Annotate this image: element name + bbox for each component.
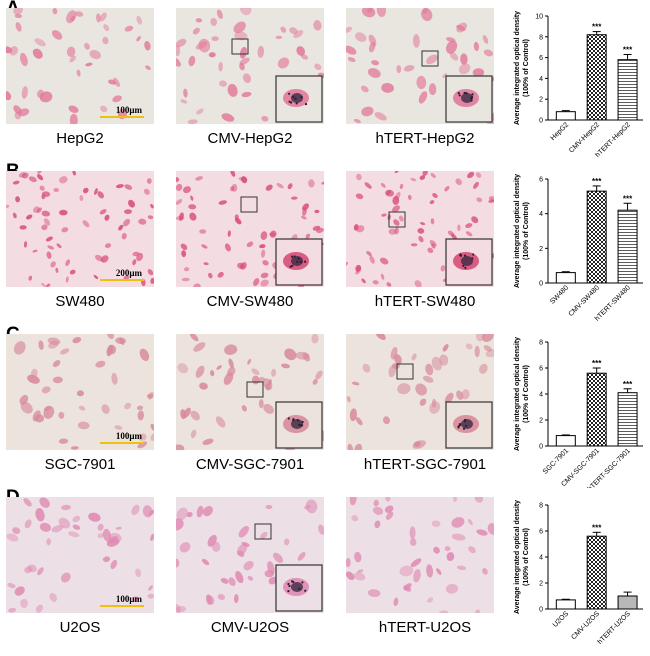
y-axis-label-units: (100% of Control) [523,365,530,423]
bar-2 [586,34,607,121]
y-tick-label: 0 [539,607,543,614]
micrograph-caption: CMV-SW480 [206,293,294,310]
bar-2 [586,535,607,610]
panel-c: C100μmSGC-7901CMV-SGC-7901hTERT-SGC-7901… [0,324,650,493]
scale-bar [100,442,144,444]
y-tick-label: 10 [535,14,543,21]
x-tick-label: CMV-U2OS [570,610,601,641]
y-tick-label: 0 [539,281,543,288]
y-axis-label: Average integrated optical density [514,337,521,451]
significance-marker: *** [592,23,602,32]
scale-bar-label: 100μm [115,431,142,441]
micrograph-image: 100μm [6,497,154,613]
micrograph-image: 200μm [6,171,154,287]
y-tick-label: 4 [539,392,543,399]
micrograph-image [176,497,324,613]
micrograph-image [176,171,324,287]
micrograph-image [346,497,494,613]
scale-bar-label: 100μm [115,105,142,115]
micrograph-image [346,334,494,450]
y-tick-label: 4 [539,211,543,218]
y-tick-label: 6 [539,366,543,373]
y-tick-label: 8 [539,503,543,510]
bar-chart: Average integrated optical density (100% … [505,491,650,651]
y-tick-label: 2 [539,581,543,588]
micrograph-caption: hTERT-SGC-7901 [363,456,487,473]
bar-3 [617,59,638,121]
significance-marker: *** [592,523,602,532]
micrograph-caption: HepG2 [56,130,104,147]
y-tick-label: 2 [539,418,543,425]
y-tick-label: 0 [539,444,543,451]
significance-marker: *** [623,45,633,54]
bar-2 [586,372,607,447]
bar-chart: Average integrated optical density (100% … [505,328,650,493]
micrograph-image: 100μm [6,8,154,124]
micrograph-image: 100μm [6,334,154,450]
bar-1 [555,111,576,121]
micrograph-image [176,334,324,450]
micrograph-image [346,8,494,124]
x-tick-label: hTERT-U2OS [597,610,633,646]
micrograph-image [176,8,324,124]
bar-2 [586,190,607,284]
bar-chart: Average integrated optical density (100% … [505,165,650,325]
micrograph-image [346,171,494,287]
micrograph-caption: U2OS [59,619,101,636]
micrograph-caption: SW480 [55,293,105,310]
bar-1 [555,272,576,284]
bar-chart: Average integrated optical density (100% … [505,2,650,162]
scale-bar-label: 100μm [115,594,142,604]
x-tick-label: CMV-SW480 [568,284,602,318]
x-tick-label: SW480 [549,284,570,305]
bar-1 [555,435,576,447]
micrograph-caption: SGC-7901 [44,456,116,473]
y-tick-label: 6 [539,55,543,62]
significance-marker: *** [592,177,602,186]
y-axis-label: Average integrated optical density [514,11,521,125]
y-axis-label: Average integrated optical density [514,174,521,288]
micrograph-caption: CMV-HepG2 [207,130,293,147]
scale-bar [100,279,144,281]
significance-marker: *** [623,380,633,389]
y-axis-label-units: (100% of Control) [523,528,530,586]
micrograph-caption: hTERT-SW480 [374,293,476,310]
micrograph-caption: CMV-SGC-7901 [195,456,305,473]
scale-bar-label: 200μm [115,268,142,278]
bar-1 [555,599,576,610]
y-tick-label: 6 [539,529,543,536]
y-tick-label: 8 [539,34,543,41]
bar-3 [617,595,638,610]
y-tick-label: 0 [539,118,543,125]
y-tick-label: 8 [539,340,543,347]
y-tick-label: 6 [539,177,543,184]
scale-bar [100,605,144,607]
micrograph-caption: hTERT-U2OS [378,619,472,636]
y-tick-label: 4 [539,555,543,562]
micrograph-caption: hTERT-HepG2 [375,130,475,147]
bar-3 [617,392,638,447]
x-tick-label: U2OS [552,610,571,629]
scale-bar [100,116,144,118]
y-axis-label-units: (100% of Control) [523,39,530,97]
bar-3 [617,209,638,284]
x-tick-label: SGC-7901 [542,447,570,475]
y-tick-label: 4 [539,76,543,83]
micrograph-caption: CMV-U2OS [210,619,290,636]
significance-marker: *** [592,359,602,368]
x-tick-label: CMV-HepG2 [568,121,601,154]
y-tick-label: 2 [539,246,543,253]
significance-marker: *** [623,194,633,203]
x-tick-label: HepG2 [550,121,571,142]
y-axis-label-units: (100% of Control) [523,202,530,260]
y-tick-label: 2 [539,97,543,104]
y-axis-label: Average integrated optical density [514,500,521,614]
